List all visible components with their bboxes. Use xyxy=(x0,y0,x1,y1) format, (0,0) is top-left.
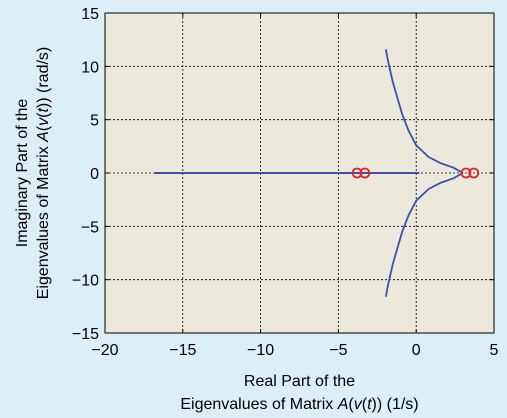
eigenvalue-marker xyxy=(359,167,371,179)
x-tick-label: −20 xyxy=(91,342,118,359)
upper-branch-locus xyxy=(385,49,464,174)
x-axis-label-line2: Eigenvalues of Matrix A(v(t)) (1/s) xyxy=(180,396,418,413)
eigenvalue-marker xyxy=(460,167,472,179)
y-tick-label: 10 xyxy=(81,59,99,76)
y-tick-label: 0 xyxy=(90,166,99,183)
eigenvalue-marker xyxy=(468,167,480,179)
y-axis-label-line1: Imaginary Part of the xyxy=(14,99,31,248)
y-tick-label: 5 xyxy=(90,113,99,130)
eigenvalue-marker xyxy=(351,167,363,179)
x-tick-label: 0 xyxy=(412,342,421,359)
y-tick-label: −10 xyxy=(72,273,99,290)
y-tick-label: 15 xyxy=(81,6,99,23)
x-tick-label: 5 xyxy=(490,342,499,359)
y-axis-label-line2: Eigenvalues of Matrix A(v(t)) (rad/s) xyxy=(35,47,52,300)
lower-branch-locus xyxy=(385,172,464,297)
eigenvalue-markers xyxy=(351,167,480,179)
x-tick-label: −10 xyxy=(247,342,274,359)
eigenvalue-locus xyxy=(154,49,464,297)
x-tick-label: −15 xyxy=(169,342,196,359)
y-tick-label: −5 xyxy=(81,219,99,236)
x-axis-label-line1: Real Part of the xyxy=(244,373,355,390)
y-tick-label: −15 xyxy=(72,326,99,343)
x-tick-label: −5 xyxy=(329,342,347,359)
